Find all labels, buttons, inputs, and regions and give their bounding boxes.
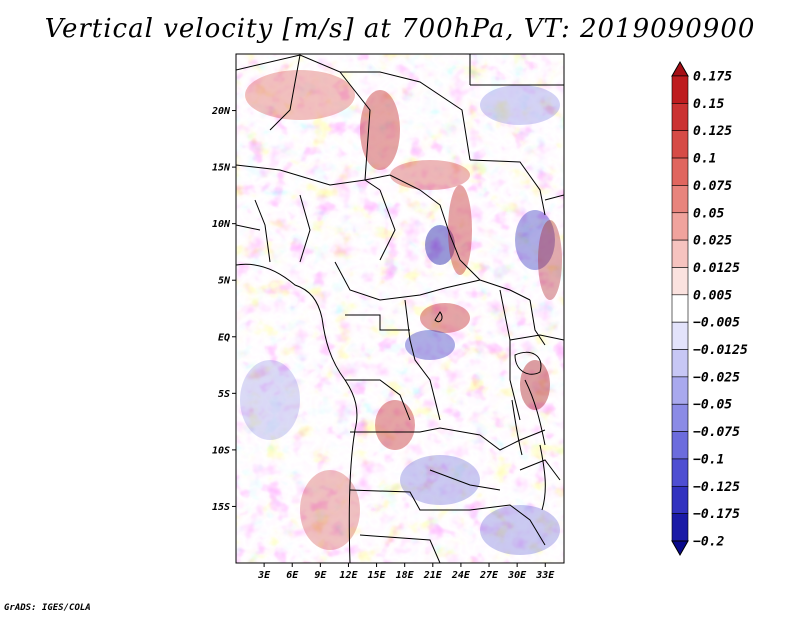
colorbar-swatch [671,485,689,514]
lat-tick-label: 20N [211,106,231,117]
colorbar: 0.175 0.15 0.125 0.1 0.075 0.05 0.025 0.0125 0.0… [671,60,748,557]
colorbar-swatch [671,376,689,405]
colorbar-swatch [671,157,689,186]
colorbar-swatch [671,431,689,460]
colorbar-swatch [671,103,689,132]
colorbar-label: −0.025 [693,370,740,385]
colorbar-label: −0.005 [693,316,740,331]
colorbar-label: −0.1 [693,452,724,467]
colorbar-swatch [671,130,689,159]
colorbar-label: 0.175 [693,70,732,85]
longitude-axis: 3E 6E 9E 12E 15E 18E 21E 24E 27E 30E 33E [257,563,555,581]
colorbar-label: −0.05 [693,398,732,413]
colorbar-label: 0.15 [693,97,724,112]
credit-text: GrADS: IGES/COLA [4,603,91,613]
lat-tick-label: 5N [218,276,231,287]
colorbar-label: 0.075 [693,179,732,194]
velocity-field [236,54,564,563]
country-borders [236,54,564,563]
lat-tick-label: 10S [212,445,230,456]
lat-tick-label: 15S [212,502,230,513]
colorbar-swatch [671,267,689,296]
colorbar-label: 0.025 [693,234,732,249]
colorbar-swatch [671,458,689,487]
lon-tick-label: 21E [423,570,443,581]
colorbar-bottom-arrow [671,540,689,557]
colorbar-swatch [671,513,689,542]
lon-tick-label: 33E [535,570,555,581]
colorbar-top-arrow [671,60,689,77]
lat-tick-label: 15N [212,163,231,174]
lon-tick-label: 18E [396,570,415,581]
lat-tick-label: 5S [218,389,230,400]
colorbar-label: 0.0125 [693,261,740,276]
colorbar-swatch [671,294,689,323]
lon-tick-label: 12E [339,570,358,581]
lat-tick-label: 10N [212,219,231,230]
colorbar-label: −0.175 [693,507,740,522]
colorbar-swatch [671,212,689,241]
lon-tick-label: 15E [368,570,387,581]
lon-tick-label: 3E [257,570,271,581]
lat-tick-label: EQ [218,332,230,343]
colorbar-label: −0.075 [693,425,740,440]
lon-tick-label: 24E [451,570,471,581]
lon-tick-label: 30E [507,570,527,581]
colorbar-label: −0.125 [693,480,740,495]
map-frame [235,53,565,564]
colorbar-swatch [671,75,689,104]
colorbar-swatch [671,321,689,350]
map-title: Vertical velocity [m/s] at 700hPa, VT: 2… [44,14,756,44]
colorbar-swatch [671,403,689,432]
lon-tick-label: 9E [314,570,327,581]
colorbar-swatch [671,349,689,378]
colorbar-label: 0.125 [693,124,732,139]
colorbar-swatch [671,185,689,214]
colorbar-label: 0.05 [693,206,724,221]
lon-tick-label: 6E [286,570,299,581]
colorbar-label: 0.005 [693,288,732,303]
colorbar-swatch [671,239,689,268]
colorbar-label: −0.2 [693,535,724,550]
latitude-axis: 20N 15N 10N 5N EQ 5S 10S 15S [211,106,236,513]
lon-tick-label: 27E [479,570,499,581]
colorbar-label: −0.0125 [693,343,748,358]
colorbar-label: 0.1 [693,152,716,167]
